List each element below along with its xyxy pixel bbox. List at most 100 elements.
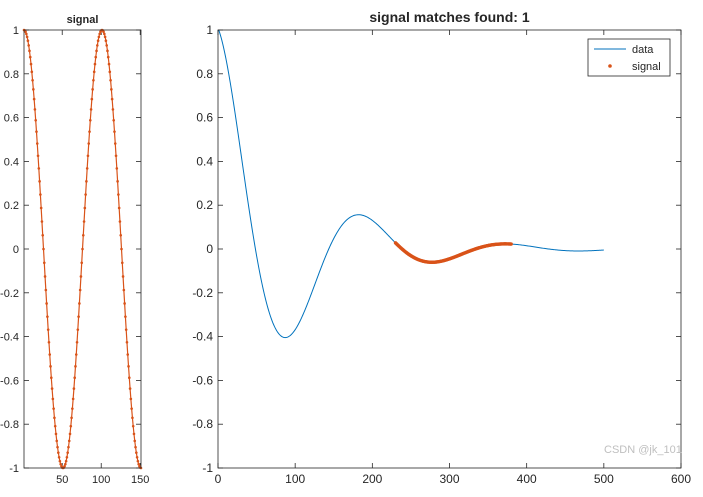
signal-point [57,451,60,454]
signal-point [74,353,78,356]
signal-ytick-label: -0.4 [0,332,19,344]
legend: data signal [587,38,671,77]
matches-plot-area [218,30,681,468]
matches-ytick-label: 0 [206,242,213,256]
matches-axes: signal matches found: 1 -1 -0.8 -0.6 -0.4 -0… [192,9,691,486]
signal-ytick-label: -1 [9,463,19,475]
signal-point [65,455,69,459]
signal-point [34,118,37,122]
signal-point [26,39,30,43]
matches-title: signal matches found: 1 [369,9,529,25]
signal-point [131,424,135,428]
signal-point [77,315,80,318]
signal-point [113,130,116,133]
signal-point [46,328,50,331]
signal-point [69,424,73,428]
matches-ytick-label: -0.8 [192,417,213,431]
signal-point [131,416,134,420]
signal-point [129,397,133,401]
signal-point [103,32,106,36]
signal-point [115,167,119,170]
signal-point [90,97,94,101]
signal-point [121,275,125,278]
matches-ytick-label: 0.2 [196,198,213,212]
signal-point [81,247,84,251]
signal-point [79,275,83,278]
matches-ytick-label: -0.6 [192,373,213,387]
matches-ytick-label: 1 [206,23,213,37]
signal-ytick-label: 0.8 [4,69,19,81]
matches-y-ticks: -1 -0.8 -0.6 -0.4 -0.2 0 0.2 0.4 0.6 0.8 1 [192,23,681,475]
matches-x-ticks: 0 100 200 300 400 500 600 [215,30,691,486]
signal-point [42,247,45,251]
signal-point [25,35,29,39]
signal-point [48,353,52,356]
signal-point [116,180,119,183]
signal-point [45,302,48,305]
signal-ytick-label: -0.6 [0,375,19,387]
signal-point [24,30,27,34]
legend-box [587,38,671,77]
signal-point [126,353,130,356]
signal-point [67,439,71,443]
signal-point [54,432,58,436]
matches-ytick-label: 0.8 [196,67,213,81]
signal-point [97,35,101,39]
signal-point [96,44,99,47]
signal-ytick-label: -0.8 [0,419,19,431]
signal-point [86,154,90,158]
signal-point [119,233,123,237]
matches-xtick-label: 600 [671,472,691,486]
signal-point [35,130,38,133]
signal-point [78,288,82,292]
matches-xtick-label: 400 [517,472,537,486]
signal-point [108,70,112,74]
signal-point [92,70,96,74]
signal-point [120,261,124,265]
signal-point [112,118,115,122]
signal-point [96,39,100,43]
signal-point [59,462,62,466]
signal-point [105,44,108,47]
signal-point [82,220,86,223]
signal-point [64,462,67,466]
signal-point [124,328,128,331]
signal-point [63,464,66,468]
signal-point [111,108,115,111]
signal-point [29,62,33,66]
signal-point [125,340,129,344]
signal-point [137,462,140,466]
signal-point [49,365,52,368]
signal-point [71,407,74,410]
signal-point [76,328,80,331]
signal-point [110,88,113,91]
signal-point [91,88,94,91]
signal-point [78,302,81,305]
signal-point [136,459,140,463]
signal-point [80,261,84,265]
signal-title: signal [67,14,99,26]
legend-data-label: data [632,44,654,56]
signal-point [93,62,97,66]
signal-point [132,432,136,436]
signal-point [28,49,31,53]
signal-point [89,118,92,122]
signal-point [113,142,117,145]
signal-point [74,365,77,368]
signal-ytick-label: -0.2 [0,288,19,300]
signal-point [106,55,110,59]
signal-point [44,288,48,292]
signal-point [55,439,59,443]
match-point [509,242,513,246]
signal-point [103,35,107,39]
signal-point [66,451,69,454]
signal-point [107,62,111,66]
signal-point [43,275,47,278]
signal-point [110,97,114,101]
signal-point [98,32,101,36]
signal-point [81,233,85,237]
signal-point [36,154,40,158]
signal-point [85,180,88,183]
signal-point [88,130,91,133]
signal-point [42,261,46,265]
